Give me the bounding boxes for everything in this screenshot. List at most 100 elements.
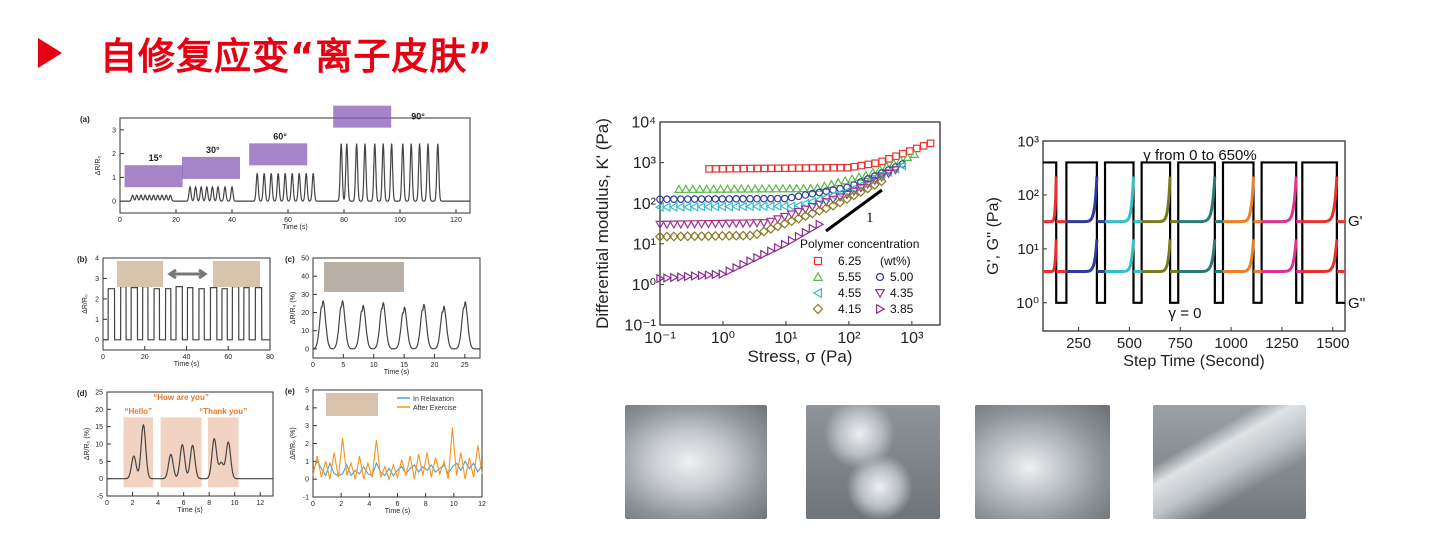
data-point <box>655 220 665 230</box>
data-point <box>794 192 803 201</box>
data-point <box>668 231 679 242</box>
x-tick-label: 40 <box>228 217 236 224</box>
data-point <box>793 207 804 217</box>
slide-title-text: 自修复应变“离子皮肤” <box>100 35 493 78</box>
x-tick-label: 10² <box>837 330 861 347</box>
data-point <box>701 184 712 193</box>
y-tick-label: 10² <box>633 196 657 213</box>
data-point <box>670 272 679 283</box>
data-point <box>732 262 742 273</box>
data-point <box>816 164 824 172</box>
data-point <box>683 195 692 203</box>
data-point <box>808 189 817 198</box>
x-tick-label: 0 <box>311 362 315 369</box>
data-point <box>689 220 700 229</box>
data-point <box>807 203 818 212</box>
x-tick-label: 2 <box>131 500 135 507</box>
x-tick-label: 40 <box>183 354 191 361</box>
wrist-photo <box>117 261 163 287</box>
data-point <box>857 161 866 170</box>
data-point <box>703 231 714 242</box>
data-point <box>697 270 707 281</box>
data-point <box>798 183 809 193</box>
y-tick-label: 20 <box>95 407 103 414</box>
data-point <box>689 231 700 242</box>
y-tick-label: 0 <box>305 477 309 484</box>
data-point <box>862 183 873 194</box>
data-point <box>752 219 762 228</box>
data-point <box>926 139 935 148</box>
data-point <box>705 165 713 173</box>
x-tick-label: 80 <box>266 354 274 361</box>
data-point <box>731 219 742 229</box>
wrist-bent-photo <box>213 261 260 287</box>
data-point <box>711 195 720 203</box>
data-point <box>876 303 886 315</box>
photo-hydrogel-healed <box>975 405 1110 519</box>
y-tick-label: -5 <box>97 493 103 500</box>
data-point <box>819 181 830 190</box>
y-tick-label: 2 <box>112 151 116 158</box>
double-arrow-icon <box>167 268 208 280</box>
data-point <box>786 210 797 220</box>
data-point <box>836 163 845 172</box>
wrist-pulse-photo <box>326 393 378 416</box>
data-point <box>875 272 885 282</box>
photo-hydrogel-stretched <box>1153 405 1306 519</box>
data-point <box>739 259 749 270</box>
data-point <box>854 172 864 181</box>
strain-step-line <box>1043 161 1345 304</box>
x-axis-label: Time (s) <box>384 369 409 376</box>
data-point <box>736 183 747 193</box>
y-tick-label: 5 <box>99 459 103 466</box>
data-point <box>795 164 803 172</box>
y-tick-label: 10⁰ <box>632 277 656 294</box>
data-point <box>719 164 727 173</box>
g-double-prime-segment <box>1105 239 1135 273</box>
data-point <box>712 165 720 173</box>
y-axis-label: Differential modulus, K' (Pa) <box>593 118 612 329</box>
data-point <box>656 273 666 284</box>
x-tick-label: 1250 <box>1265 335 1298 352</box>
data-point <box>876 173 887 183</box>
data-point <box>779 218 790 229</box>
data-point <box>772 215 783 225</box>
y-tick-label: 10 <box>301 328 309 335</box>
data-point <box>696 231 707 242</box>
data-point <box>840 175 851 185</box>
photo-hydrogel-cut <box>806 405 940 519</box>
y-tick-label: 4 <box>305 405 309 412</box>
data-point <box>710 230 721 242</box>
signal-line-d <box>107 424 273 480</box>
y-tick-label: 0 <box>99 476 103 483</box>
y-tick-label: 2 <box>305 441 309 448</box>
data-point <box>794 231 804 242</box>
legend-label: 5.55 <box>838 270 862 284</box>
data-point <box>718 195 727 203</box>
x-tick-label: 4 <box>156 500 160 507</box>
data-point <box>690 271 700 281</box>
x-tick-label: 60 <box>284 217 292 224</box>
y-tick-label: 1 <box>95 317 99 324</box>
g-prime-segment <box>1105 176 1135 224</box>
data-point <box>802 164 810 172</box>
y-axis-label: ΔR/R₀ <box>95 156 102 176</box>
data-point <box>753 164 762 173</box>
signal-line-c <box>313 300 480 350</box>
data-point <box>801 227 811 238</box>
data-point <box>771 183 781 193</box>
x-tick-label: 10³ <box>900 330 924 347</box>
y-tick-label: 10² <box>1017 187 1039 204</box>
signal-line-b <box>103 286 270 341</box>
y-tick-label: 10⁻¹ <box>624 318 656 335</box>
data-point <box>876 176 887 187</box>
data-point <box>743 183 754 193</box>
data-point <box>862 180 873 190</box>
phrase-label: “Hello” <box>125 407 153 416</box>
x-tick-label: 1000 <box>1214 335 1247 352</box>
data-point <box>881 161 892 171</box>
y-axis-label: ΔR/R₀ (%) <box>290 292 297 324</box>
phrase-label: “How are you” <box>153 393 209 402</box>
x-tick-label: 10 <box>450 501 458 508</box>
data-point <box>828 190 837 201</box>
